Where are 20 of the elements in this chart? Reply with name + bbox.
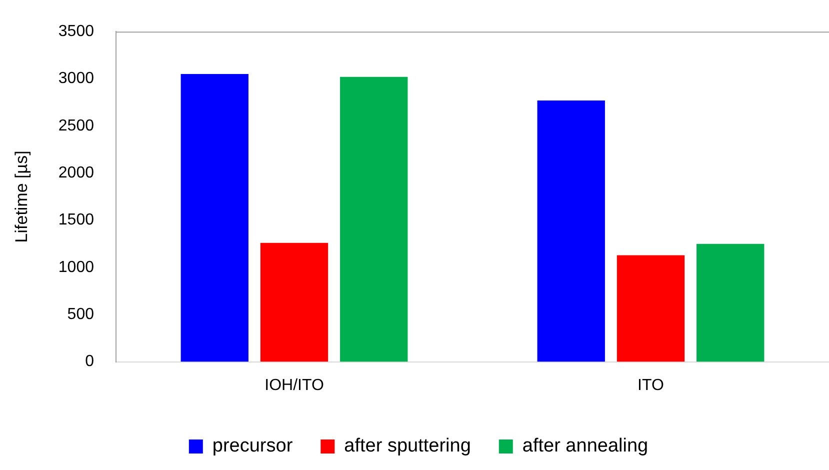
y-tick-label: 3000 (58, 70, 94, 88)
legend-label: after annealing (522, 436, 648, 457)
y-tick-label: 2000 (58, 164, 94, 182)
x-tick-label: ITO (638, 376, 664, 394)
bar (616, 255, 685, 362)
bar (260, 242, 328, 362)
x-tick-label: IOH/ITO (264, 376, 324, 394)
y-tick-label: 0 (85, 353, 94, 370)
bar (180, 74, 248, 362)
bar (537, 100, 605, 362)
bar (696, 244, 764, 362)
y-tick-label: 3500 (58, 23, 94, 40)
y-tick-label: 1500 (58, 212, 94, 229)
y-tick-label: 2500 (58, 117, 94, 134)
legend-label: precursor (212, 436, 294, 457)
y-axis-title: Lifetime [µs] (12, 150, 31, 243)
y-tick-label: 1000 (58, 258, 94, 276)
bar (340, 76, 408, 362)
legend-label: after sputtering (344, 436, 471, 457)
y-tick-label: 500 (67, 306, 94, 324)
